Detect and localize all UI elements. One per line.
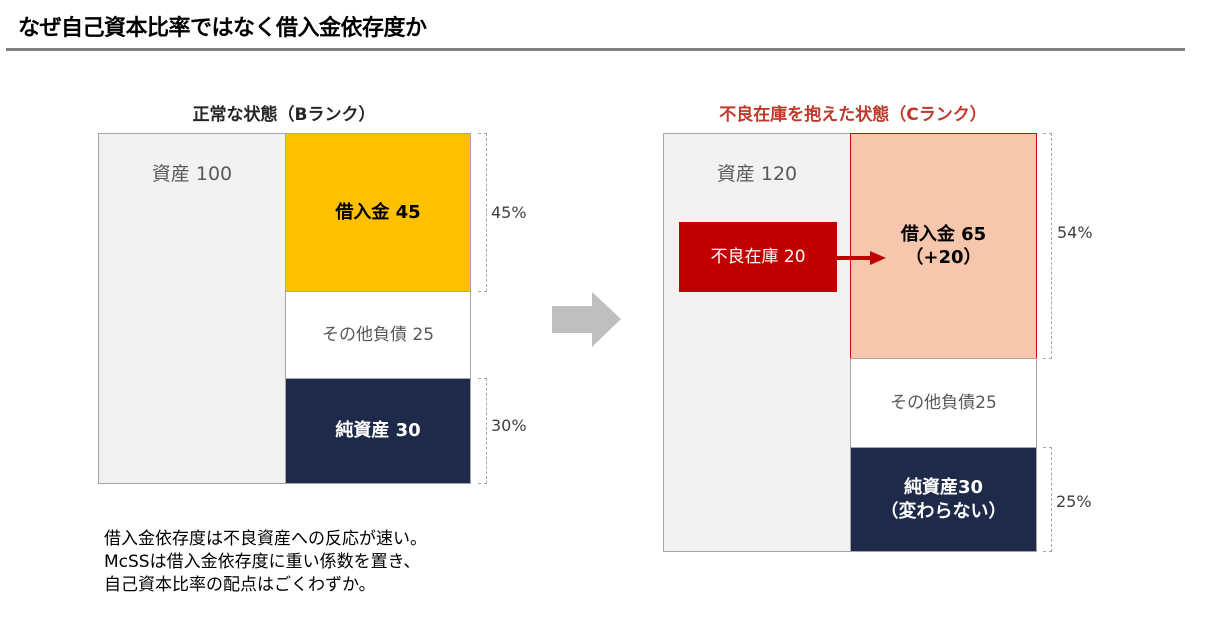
note-line: McSSは借入金依存度に重い係数を置き、 [104,552,421,572]
left-equity-label: 純資産 30 [335,420,421,442]
right-equity-bracket [1043,447,1052,552]
right-other-liabilities-block: その他負債25 [850,358,1037,448]
right-loan-pct: 54% [1057,223,1093,242]
right-equity-block: 純資産30 （変わらない） [850,447,1037,552]
explanation-note: 借入金依存度は不良資産への反応が速い。 McSSは借入金依存度に重い係数を置き、… [104,528,427,597]
left-equity-block: 純資産 30 [285,378,471,484]
title-divider [6,48,1185,51]
left-other-liabilities-block: その他負債 25 [285,291,471,379]
right-equity-pct: 25% [1056,492,1092,511]
left-asset-block: 資産 100 [98,133,286,484]
left-loan-label: 借入金 45 [335,201,421,223]
bad-inventory-arrow-icon [836,251,886,265]
note-line: 自己資本比率の配点はごくわずか。 [104,575,376,595]
left-other-label: その他負債 25 [321,324,435,345]
right-panel-title: 不良在庫を抱えた状態（Cランク） [719,105,987,125]
right-equity-label-line1: 純資産30 [903,477,984,499]
right-asset-label: 資産 120 [716,163,798,185]
right-equity-label-line2: （変わらない） [880,500,1007,522]
bad-inventory-label: 不良在庫 20 [710,246,806,267]
right-loan-label-line2: （+20） [905,247,982,268]
right-other-label: その他負債25 [890,392,997,413]
right-loan-bracket [1043,133,1052,359]
transition-arrow-icon [552,292,621,347]
left-equity-bracket [478,378,487,484]
right-loan-label-line1: 借入金 65 [900,223,987,245]
left-equity-pct: 30% [491,416,527,435]
note-line: 借入金依存度は不良資産への反応が速い。 [104,529,427,549]
left-panel-title: 正常な状態（Bランク） [192,105,376,125]
bad-inventory-block: 不良在庫 20 [679,222,837,292]
left-loan-pct: 45% [491,203,527,222]
left-loan-block: 借入金 45 [285,133,471,292]
right-loan-block: 借入金 65 （+20） [850,133,1037,359]
right-asset-block: 資産 120 [663,133,851,552]
page-title: なぜ自己資本比率ではなく借入金依存度か [18,16,427,41]
left-loan-bracket [478,133,487,292]
left-asset-label: 資産 100 [151,163,233,185]
